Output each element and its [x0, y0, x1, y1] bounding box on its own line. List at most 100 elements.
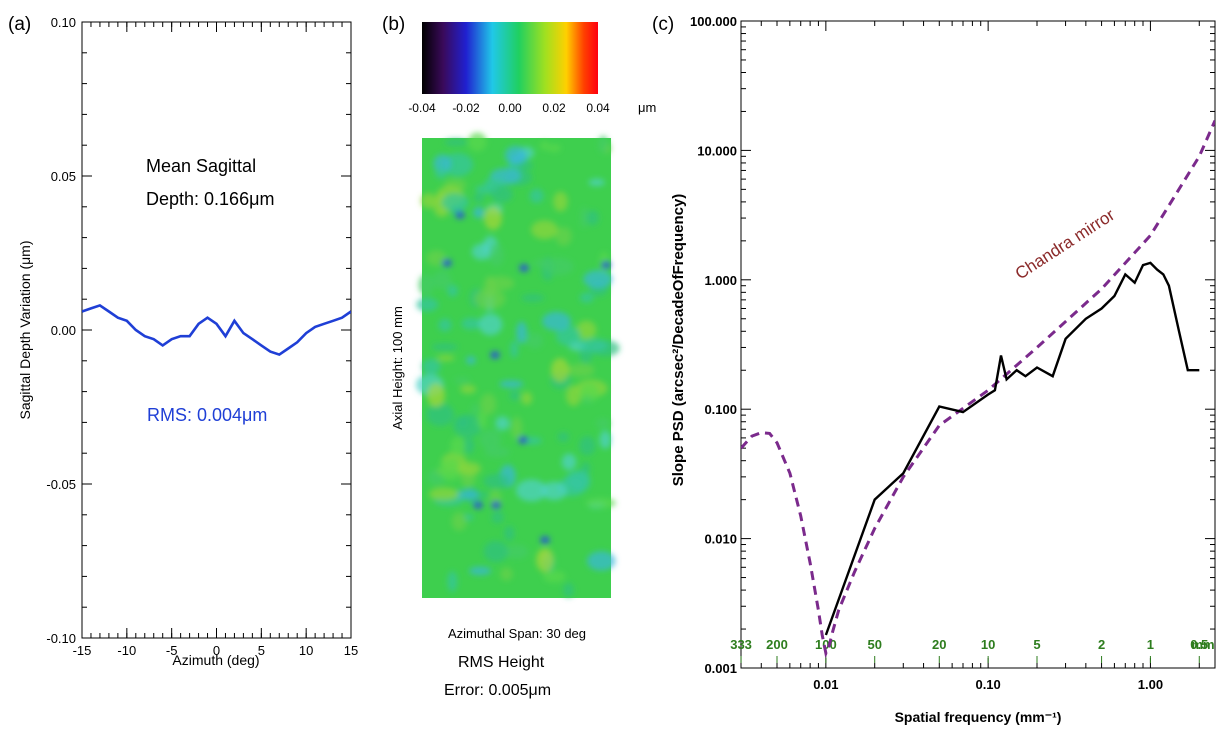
surface-texture-blob [515, 479, 548, 502]
surface-texture-blob [504, 525, 515, 541]
surface-texture-spot [490, 351, 500, 359]
surface-texture-warm [536, 548, 554, 572]
panel-label-b: (b) [382, 14, 405, 35]
a-y-tick-label: 0.00 [51, 323, 76, 338]
c-x-tick-label: 0.01 [813, 677, 838, 692]
c-y-tick-label: 0.100 [704, 402, 737, 417]
panel-a-ticks [81, 21, 352, 639]
a-x-tick-label: 10 [299, 643, 313, 658]
surface-texture-blob [529, 188, 544, 204]
surface-texture-blob [542, 311, 571, 331]
surface-texture-blob [555, 325, 581, 346]
panel-a-xlabel: Azimuth (deg) [172, 652, 259, 668]
surface-texture-blob [596, 418, 611, 429]
colorbar-tick-label: 0.04 [586, 101, 610, 115]
surface-texture-blob [484, 446, 511, 458]
surface-texture-blob [451, 512, 467, 531]
colorbar-tick-label: -0.02 [452, 101, 480, 115]
surface-texture-blob [543, 570, 566, 583]
c-y-tick-label: 0.001 [704, 661, 737, 676]
surface-texture-blob [521, 391, 533, 405]
surface-texture-blob [488, 243, 504, 267]
surface-texture-blob [457, 461, 482, 476]
surface-texture-blob [418, 274, 435, 296]
wavelength-tick-label: 10 [981, 637, 995, 652]
surface-texture-warm [484, 206, 502, 230]
surface-texture-blob [565, 385, 582, 407]
panel-c-frame [740, 20, 1216, 669]
panel-a-ylabel: Sagittal Depth Variation (μm) [17, 241, 33, 420]
wavelength-tick-label: 20 [932, 637, 946, 652]
surface-texture-blob [586, 551, 616, 571]
surface-texture-blob [510, 340, 519, 358]
surface-texture-blob [480, 393, 497, 415]
surface-texture-blob [473, 288, 506, 310]
surface-texture-blob [444, 138, 468, 147]
surface-texture-blob [491, 511, 504, 524]
surface-texture-blob [478, 313, 503, 336]
surface-texture-blob [421, 358, 441, 375]
surface-texture-spot [473, 501, 483, 509]
surface-texture-blob [580, 206, 589, 229]
surface-texture-blob [426, 250, 447, 266]
wavelength-unit: mm [1191, 637, 1214, 652]
surface-texture-blob [483, 540, 509, 563]
surface-texture-warm [551, 358, 569, 382]
surface-texture-blob [431, 343, 458, 351]
panel-label-c: (c) [652, 14, 674, 35]
a-x-tick-label: 0 [213, 643, 220, 658]
surface-texture-blob [541, 481, 568, 501]
panel-label-a: (a) [8, 14, 31, 35]
surface-texture-blob [426, 402, 455, 427]
surface-map-texture [415, 132, 620, 598]
c-y-tick-label: 1.000 [704, 273, 737, 288]
surface-texture-blob [479, 429, 502, 450]
surface-texture-blob [468, 566, 492, 576]
surface-texture-blob [567, 363, 595, 378]
colorbar-tick-label: 0.00 [498, 101, 522, 115]
c-y-tick-label: 100.000 [690, 14, 737, 29]
surface-texture-blob [470, 404, 480, 415]
surface-texture-blob [547, 143, 561, 153]
wavelength-tick-label: 0.5 [1190, 637, 1208, 652]
wavelength-tick-label: 50 [867, 637, 881, 652]
surface-texture-blob [499, 380, 524, 388]
a-x-tick-label: 15 [344, 643, 358, 658]
surface-texture-blob [473, 206, 485, 219]
surface-texture-blob [466, 356, 476, 365]
surface-texture-blob [510, 416, 523, 440]
colorbar-tick-labels: -0.04 -0.02 0.00 0.02 0.04 [408, 101, 610, 115]
surface-texture-blob [436, 354, 455, 362]
panel-a-tick-labels: -15 -10 -5 0 5 10 15 0.10 0.05 0.00 -0.05 -0.10 [46, 15, 358, 658]
surface-texture-blob [477, 411, 487, 429]
panel-c-xlabel: Spatial frequency (mm⁻¹) [895, 709, 1062, 725]
surface-texture-blob [504, 145, 527, 165]
rms-height-line1: RMS Height [458, 654, 545, 671]
surface-texture-blob [438, 318, 452, 332]
surface-texture-blob [450, 436, 466, 457]
a-y-tick-label: 0.05 [51, 169, 76, 184]
surface-texture-blob [457, 416, 469, 429]
surface-texture-blob [441, 193, 469, 212]
surface-texture-blob [521, 294, 545, 302]
colorbar [422, 22, 598, 94]
chandra-mirror-curve [741, 119, 1215, 659]
surface-texture-blob [490, 185, 513, 203]
surface-texture-spot [519, 264, 529, 272]
surface-texture-blob [428, 487, 460, 501]
surface-texture-blob [553, 191, 568, 212]
a-y-tick-label: -0.10 [46, 631, 76, 646]
a-x-tick-label: -15 [73, 643, 92, 658]
c-x-tick-label: 1.00 [1138, 677, 1163, 692]
surface-texture-blob [578, 382, 600, 403]
rms-height-line2: Error: 0.005μm [444, 682, 551, 699]
surface-texture-blob [578, 338, 608, 353]
c-x-tick-label: 0.10 [975, 677, 1000, 692]
surface-texture-blob [543, 257, 574, 276]
panel-c-chart: 0.001 0.010 0.100 1.000 10.000 100.000 0.01 0.1… [670, 14, 1216, 725]
a-y-tick-label: -0.05 [46, 477, 76, 492]
panel-a-series-line [82, 303, 351, 357]
surface-texture-blob [432, 270, 452, 290]
